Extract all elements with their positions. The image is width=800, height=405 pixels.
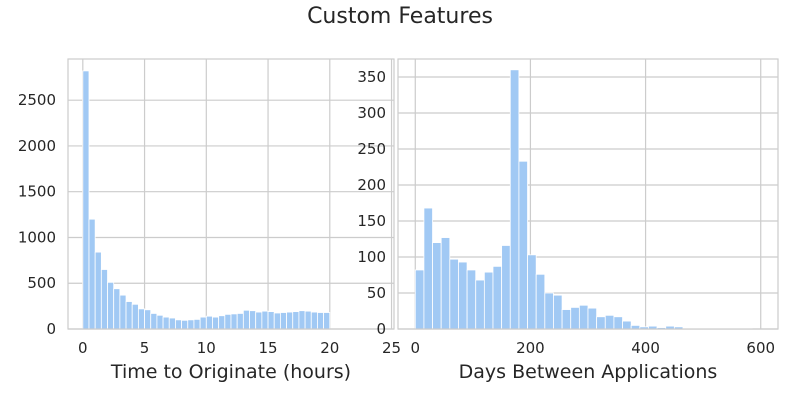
- histogram-bar: [100, 269, 108, 330]
- histogram-bar: [527, 254, 537, 330]
- histogram-bar: [578, 304, 589, 330]
- x-tick-label: 10: [197, 339, 216, 357]
- histogram-bar: [414, 269, 425, 330]
- histogram-bar: [175, 319, 183, 330]
- histogram-bar: [113, 288, 121, 330]
- histogram-bar: [131, 303, 139, 330]
- histogram-bar: [218, 315, 226, 330]
- axes-frame: [67, 58, 395, 330]
- histogram-bar: [242, 309, 250, 330]
- histogram-bar: [449, 258, 459, 330]
- histogram-bar: [199, 316, 207, 330]
- histogram-bar: [613, 316, 623, 330]
- y-tick-label: 100: [357, 248, 386, 266]
- histogram-bar: [570, 306, 580, 330]
- y-tick-label: 2500: [18, 91, 56, 109]
- histogram-bar: [249, 310, 257, 330]
- histogram-bar: [273, 312, 281, 330]
- y-tick-label: 1000: [18, 228, 56, 246]
- histogram-bar: [501, 245, 511, 330]
- axes-frame: [397, 58, 779, 330]
- histogram-bar: [119, 294, 127, 330]
- histogram-bar: [440, 237, 451, 330]
- histogram-bar: [156, 314, 164, 330]
- histogram-bar: [267, 311, 275, 330]
- x-tick-label: 400: [631, 339, 660, 357]
- y-tick-label: 2000: [18, 137, 56, 155]
- histogram-bar: [255, 311, 263, 330]
- histogram-bar: [236, 313, 244, 330]
- x-tick-label: 0: [410, 339, 420, 357]
- histogram-bar: [310, 311, 318, 330]
- histogram-bar: [187, 319, 195, 330]
- histogram-bar: [125, 301, 133, 330]
- x-axis-label: Time to Originate (hours): [110, 361, 351, 383]
- histogram-bar: [193, 318, 201, 330]
- histogram-bar: [292, 311, 300, 330]
- histogram-bar: [587, 307, 598, 330]
- histogram-bar: [212, 316, 220, 330]
- histogram-bar: [535, 273, 546, 330]
- histogram-bar: [492, 265, 503, 330]
- histogram-bar: [137, 308, 145, 330]
- histogram-bar: [168, 317, 176, 330]
- y-tick-label: 150: [357, 212, 386, 230]
- histogram-bar: [261, 310, 269, 330]
- histogram-bar: [88, 218, 96, 330]
- histogram-bar: [279, 312, 287, 330]
- histogram-bar: [323, 312, 331, 330]
- x-tick-label: 0: [78, 339, 88, 357]
- histogram-bar: [561, 309, 572, 330]
- y-tick-label: 50: [367, 284, 386, 302]
- y-tick-label: 250: [357, 140, 386, 158]
- chart-panel-2: 0 200 400 600 0 50 100 150 200 250 300 350 Days Betw…: [357, 58, 779, 383]
- histogram-bar: [475, 279, 485, 330]
- histogram-bar: [107, 281, 115, 330]
- x-tick-label: 200: [516, 339, 545, 357]
- histogram-bar: [205, 315, 213, 330]
- histogram-bar: [622, 320, 632, 330]
- histogram-bar: [162, 316, 170, 330]
- x-axis-label: Days Between Applications: [459, 361, 718, 383]
- histogram-bar: [458, 261, 468, 330]
- histogram-bar: [317, 312, 325, 330]
- histogram-bar: [483, 271, 494, 330]
- histogram-bar: [230, 313, 238, 330]
- x-tick-label: 20: [320, 339, 339, 357]
- y-tick-label: 1500: [18, 183, 56, 201]
- histogram-bar: [304, 310, 312, 330]
- y-tick-label: 350: [357, 68, 386, 86]
- histogram-bar: [423, 207, 433, 330]
- histogram-bar: [82, 70, 90, 330]
- histogram-bar: [518, 160, 528, 330]
- histogram-bar: [432, 242, 442, 330]
- y-tick-label: 200: [357, 176, 386, 194]
- histogram-bar: [604, 314, 615, 330]
- histogram-bar: [596, 316, 606, 330]
- histogram-bar: [544, 292, 554, 330]
- histogram-bar: [466, 269, 477, 330]
- y-tick-label: 0: [376, 320, 386, 338]
- y-tick-label: 500: [27, 274, 56, 292]
- histogram-bar: [553, 294, 563, 330]
- x-tick-label: 5: [140, 339, 150, 357]
- y-tick-label: 300: [357, 104, 386, 122]
- histogram-bar: [181, 319, 189, 330]
- histogram-bar: [150, 313, 158, 330]
- histogram-bar: [298, 310, 306, 330]
- x-tick-label: 25: [382, 339, 401, 357]
- histogram-bar: [224, 313, 232, 330]
- y-tick-label: 0: [46, 320, 56, 338]
- histogram-bar: [509, 69, 520, 330]
- figure-title: Custom Features: [307, 4, 493, 29]
- histogram-bar: [144, 309, 152, 330]
- x-tick-label: 600: [746, 339, 775, 357]
- histogram-bar: [94, 251, 102, 330]
- x-tick-label: 15: [258, 339, 277, 357]
- histogram-bar: [286, 311, 294, 330]
